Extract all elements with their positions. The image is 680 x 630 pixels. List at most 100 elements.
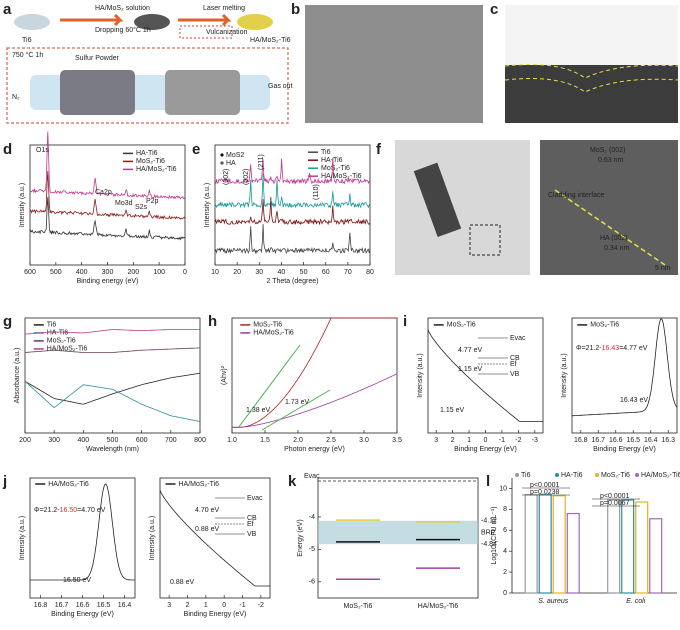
- bar: [538, 494, 552, 594]
- label: 10: [499, 485, 507, 492]
- legend-swatch: [555, 473, 559, 477]
- label: 1.5: [260, 437, 270, 444]
- label: Sulfur Powder: [75, 55, 120, 62]
- label: 400: [77, 437, 89, 444]
- curve: [427, 329, 543, 422]
- label: p=0.0067: [600, 500, 629, 507]
- label: MoS₂-Ti6: [253, 322, 282, 329]
- label: 16.8: [574, 437, 588, 444]
- brp-band: [318, 520, 478, 545]
- label: 1.15 eV: [440, 407, 464, 414]
- label: Binding Energy (eV): [454, 446, 517, 453]
- label: Laser melting: [203, 5, 245, 12]
- formula-part: =4.70 eV: [77, 507, 106, 514]
- arrow: [178, 13, 232, 27]
- tangent: [261, 389, 331, 431]
- curve: [214, 196, 371, 226]
- layer-line: [504, 78, 679, 93]
- label: 200: [19, 437, 31, 444]
- label: 70: [344, 269, 352, 276]
- label: Mo3d: [115, 200, 133, 207]
- label: HA-Ti6: [136, 150, 158, 157]
- label: (110): [313, 184, 320, 200]
- label: Ca2p: [95, 189, 112, 196]
- label: HA (002): [600, 235, 628, 242]
- curve: [29, 170, 186, 220]
- curve: [159, 489, 270, 587]
- label: Intensity (a.u.): [19, 183, 26, 227]
- label: CB: [510, 355, 520, 362]
- label: MoS₂-Ti6: [590, 322, 619, 329]
- label: 16.50 eV: [63, 577, 91, 584]
- label: VB: [510, 371, 520, 378]
- label: Energy (eV): [297, 519, 304, 556]
- label: Ti6: [47, 322, 57, 329]
- bar: [552, 495, 566, 594]
- formula-part: Φ=21.2-: [576, 345, 602, 352]
- bar: [621, 499, 635, 594]
- label: 1.15 eV: [458, 366, 482, 373]
- label: 4.70 eV: [195, 507, 219, 514]
- bar: [524, 494, 538, 594]
- label: Intensity (a.u.): [204, 183, 211, 227]
- label: 300: [48, 437, 60, 444]
- label: 2: [186, 602, 190, 609]
- label: 80: [366, 269, 374, 276]
- label: Intensity (a.u.): [149, 516, 156, 560]
- label: 3: [167, 602, 171, 609]
- label: O1s: [36, 147, 49, 154]
- label: a: [3, 1, 12, 18]
- label: Photon energy (eV): [284, 446, 345, 453]
- vulcanization-box: [179, 25, 233, 39]
- label: 1: [467, 437, 471, 444]
- legend-swatch: [515, 473, 519, 477]
- label: f: [376, 141, 382, 158]
- label: 20: [233, 269, 241, 276]
- label: 0: [183, 269, 187, 276]
- label: VB: [247, 531, 257, 538]
- label: Ef: [510, 361, 517, 368]
- label: 0: [484, 437, 488, 444]
- curve: [232, 317, 397, 428]
- label: 600: [24, 269, 36, 276]
- layer-line: [504, 64, 679, 79]
- label: 16.3: [661, 437, 675, 444]
- label: MoS₂-Ti6: [344, 603, 373, 610]
- formula-part: Φ=21.2-: [34, 507, 60, 514]
- formula: Φ=21.2-16.43=4.77 eV: [576, 345, 648, 352]
- label: S2s: [135, 204, 148, 211]
- label: c: [490, 1, 498, 18]
- label: b: [291, 1, 300, 18]
- label: Ti6: [22, 37, 32, 44]
- label: 1.38 eV: [246, 407, 270, 414]
- label: 3: [434, 437, 438, 444]
- label: (002): [243, 169, 250, 185]
- process-box: [6, 47, 289, 124]
- marker-key: [220, 153, 224, 157]
- label: 8: [503, 506, 507, 513]
- label: -1: [499, 437, 505, 444]
- formula-part: 16.50: [60, 507, 78, 514]
- label: j: [2, 473, 7, 490]
- label: e: [192, 141, 200, 158]
- label: HA/MoS₂-Ti6: [136, 166, 177, 173]
- label: 30: [255, 269, 263, 276]
- label: Evac: [510, 335, 526, 342]
- sem-image: [305, 5, 483, 123]
- image-background: [505, 5, 678, 65]
- label: Log10 (CFU mL⁻¹): [491, 506, 498, 564]
- label: k: [288, 473, 297, 490]
- bar: [635, 501, 649, 594]
- label: g: [3, 313, 12, 330]
- label: p<0.0001: [600, 493, 629, 500]
- label: Binding Energy (eV): [51, 611, 114, 618]
- label: p=0.0238: [530, 489, 559, 496]
- label: 300: [102, 269, 114, 276]
- label: -4.84: [481, 541, 497, 548]
- curve: [30, 483, 135, 581]
- label: 1.0: [227, 437, 237, 444]
- curve: [214, 157, 371, 185]
- label: 600: [136, 437, 148, 444]
- label: Absorbance (a.u.): [14, 348, 21, 404]
- label: HA-Ti6: [47, 330, 69, 337]
